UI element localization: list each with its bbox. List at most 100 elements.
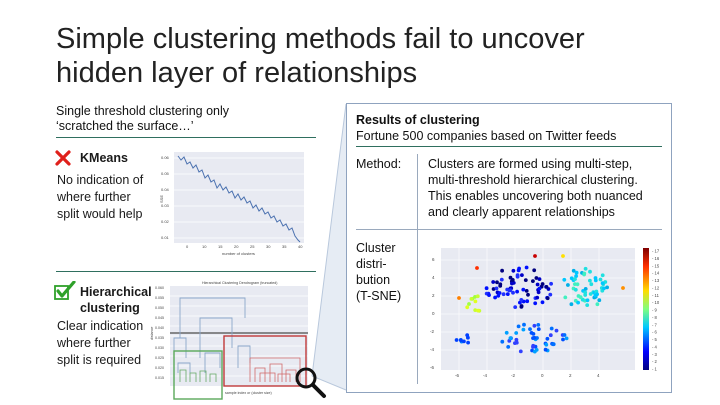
dendrogram-xlabel: sample index or (cluster size)	[225, 391, 272, 395]
scatter-point	[521, 327, 526, 332]
scatter-point	[621, 286, 625, 290]
tsne-xtick: 2	[569, 373, 572, 378]
scatter-point	[511, 290, 515, 295]
scatter-point	[465, 305, 470, 310]
kmeans-ytick: 0.02	[161, 219, 170, 224]
scatter-point	[598, 277, 603, 282]
scatter-point	[514, 337, 519, 342]
dendrogram-ytick: 0.030	[155, 346, 164, 350]
scatter-point	[457, 296, 461, 300]
scatter-point	[532, 268, 537, 273]
colorbar-tick: - 3	[652, 352, 658, 357]
scatter-point	[475, 294, 480, 299]
hierarchical-heading-line: Hierarchical	[80, 285, 152, 299]
scatter-point	[571, 268, 576, 273]
distribution-label: Cluster distri- bution (T-SNE)	[356, 240, 401, 304]
magnifier-icon	[292, 364, 328, 400]
colorbar-tick: - 13	[652, 278, 660, 283]
hierarchical-description: Clear indication where further split is …	[57, 318, 167, 369]
colorbar-tick: - 4	[652, 344, 658, 349]
scatter-point	[602, 286, 606, 291]
results-subheading: Fortune 500 companies based on Twitter f…	[356, 129, 617, 143]
scatter-point	[517, 266, 521, 271]
scatter-point	[554, 328, 559, 333]
scatter-point	[501, 292, 506, 297]
scatter-point	[505, 287, 510, 292]
scatter-point	[589, 282, 594, 287]
tsne-scatter-plot: - 17- 16- 15- 14- 13- 12- 11- 10- 9- 8- …	[423, 242, 667, 386]
scatter-point	[562, 277, 567, 282]
hierarchical-desc-line: split is required	[57, 353, 142, 367]
scatter-point	[520, 273, 524, 277]
scatter-point	[516, 324, 521, 329]
scatter-point	[600, 273, 605, 278]
colorbar-tick: - 1	[652, 367, 658, 372]
tsne-ytick: 0	[432, 311, 435, 316]
scatter-point	[523, 278, 528, 282]
distribution-label-line: bution	[356, 273, 391, 287]
kmeans-ytick: 0.06	[161, 155, 170, 160]
dendrogram-ytick: 0.050	[155, 306, 164, 310]
scatter-point	[531, 345, 535, 349]
scatter-point	[588, 269, 592, 274]
column-divider	[417, 154, 418, 384]
scatter-point	[588, 278, 592, 283]
scatter-point	[473, 299, 478, 304]
tsne-ytick: 2	[432, 293, 435, 298]
scatter-point	[561, 254, 565, 258]
scatter-point	[536, 327, 541, 331]
scatter-point	[505, 292, 510, 296]
scatter-point	[593, 293, 598, 298]
red-cluster-box	[223, 335, 307, 387]
scatter-point	[574, 270, 579, 275]
scatter-point	[585, 303, 590, 307]
scatter-point	[593, 278, 598, 283]
zoom-connector	[300, 100, 360, 400]
scatter-point	[473, 308, 478, 312]
scatter-point	[574, 274, 578, 278]
scatter-point	[569, 276, 574, 281]
dendrogram-title: Hierarchical Clustering Dendrogram (trun…	[202, 281, 278, 285]
method-text: Clusters are formed using multi-step, mu…	[428, 156, 668, 220]
colorbar-tick: - 8	[652, 315, 658, 320]
scatter-point	[521, 287, 526, 292]
scatter-point	[566, 283, 570, 287]
dendrogram-ytick: 0.015	[155, 376, 164, 380]
colorbar-tick: - 5	[652, 337, 658, 342]
dendrogram-ytick: 0.055	[155, 296, 164, 300]
scatter-point	[561, 337, 565, 342]
scatter-point	[484, 286, 489, 291]
tsne-xtick: 0	[541, 373, 544, 378]
tsne-xtick: -6	[455, 373, 459, 378]
hierarchical-desc-line: where further	[57, 336, 131, 350]
close-icon	[55, 150, 71, 166]
kmeans-ytick: 0.04	[161, 187, 170, 192]
tsne-xtick: -2	[511, 373, 515, 378]
kmeans-desc-line: split would help	[57, 207, 143, 221]
title-line-2: hidden layer of relationships	[56, 57, 418, 89]
dendrogram-plot: Hierarchical Clustering Dendrogram (trun…	[150, 278, 320, 400]
scatter-point	[535, 282, 540, 287]
colorbar	[643, 248, 649, 370]
scatter-point	[515, 273, 520, 278]
dendrogram-ytick: 0.060	[155, 286, 164, 290]
method-text-line: Clusters are formed using multi-step,	[428, 157, 633, 171]
dendrogram-ytick: 0.045	[155, 316, 164, 320]
method-label: Method:	[356, 157, 402, 171]
scatter-point	[551, 342, 555, 347]
scatter-point	[491, 287, 496, 291]
scatter-point	[504, 330, 509, 335]
scatter-point	[548, 333, 553, 338]
scatter-point	[500, 268, 504, 273]
colorbar-tick: - 6	[652, 330, 658, 335]
scatter-point	[487, 293, 491, 297]
scatter-point	[533, 301, 538, 306]
kmeans-ytick: 0.01	[161, 235, 170, 240]
subtitle-line-2: ‘scratched the surface…’	[56, 119, 194, 133]
scatter-point	[583, 293, 588, 297]
scatter-point	[524, 289, 529, 293]
scatter-point	[531, 279, 535, 283]
dendrogram-ytick: 0.035	[155, 336, 164, 340]
scatter-point	[534, 276, 539, 280]
scatter-point	[540, 300, 545, 305]
